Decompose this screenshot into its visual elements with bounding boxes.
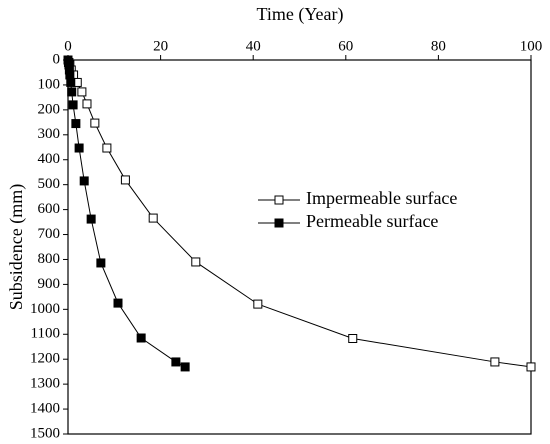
y-tick-label: 700 <box>38 226 61 242</box>
marker <box>348 334 358 344</box>
y-tick-label: 300 <box>38 126 61 142</box>
y-tick-label: 200 <box>38 101 61 117</box>
marker <box>90 118 100 128</box>
marker <box>136 333 146 343</box>
x-tick-label: 60 <box>338 38 353 54</box>
marker <box>68 100 78 110</box>
x-tick-label: 100 <box>520 38 543 54</box>
y-tick-label: 1400 <box>30 401 60 417</box>
marker <box>490 357 500 367</box>
marker <box>191 257 201 267</box>
y-tick-label: 0 <box>53 51 61 67</box>
y-tick-label: 500 <box>38 176 61 192</box>
marker <box>113 298 123 308</box>
y-tick-label: 1500 <box>30 425 60 441</box>
x-tick-label: 40 <box>246 38 261 54</box>
marker <box>102 143 112 153</box>
marker <box>526 362 536 372</box>
marker <box>71 119 81 129</box>
marker <box>253 299 263 309</box>
marker <box>65 70 75 80</box>
y-tick-label: 1100 <box>31 326 60 342</box>
y-tick-label: 900 <box>38 276 61 292</box>
y-tick-label: 1200 <box>30 351 60 367</box>
marker <box>79 176 89 186</box>
plot-frame <box>67 59 532 435</box>
y-tick-label: 800 <box>38 251 61 267</box>
y-tick-label: 1000 <box>30 301 60 317</box>
legend-marker <box>274 195 284 205</box>
x-axis-label: Time (Year) <box>256 4 343 25</box>
legend-marker <box>274 218 284 228</box>
marker <box>77 87 87 97</box>
y-axis-label: Subsidence (mm) <box>6 184 27 310</box>
x-tick-label: 80 <box>431 38 446 54</box>
marker <box>171 357 181 367</box>
y-tick-label: 100 <box>38 76 61 92</box>
y-tick-label: 600 <box>38 201 61 217</box>
x-tick-label: 0 <box>64 38 72 54</box>
marker <box>67 87 77 97</box>
marker <box>180 362 190 372</box>
legend-label: Permeable surface <box>306 211 438 231</box>
series-line <box>67 59 532 368</box>
marker <box>86 214 96 224</box>
legend-label: Impermeable surface <box>306 188 457 208</box>
marker <box>96 258 106 268</box>
marker <box>66 77 76 87</box>
marker <box>82 99 92 109</box>
x-tick-label: 20 <box>153 38 168 54</box>
marker <box>148 213 158 223</box>
marker <box>120 175 130 185</box>
y-tick-label: 1300 <box>30 376 60 392</box>
marker <box>74 143 84 153</box>
y-tick-label: 400 <box>38 151 61 167</box>
